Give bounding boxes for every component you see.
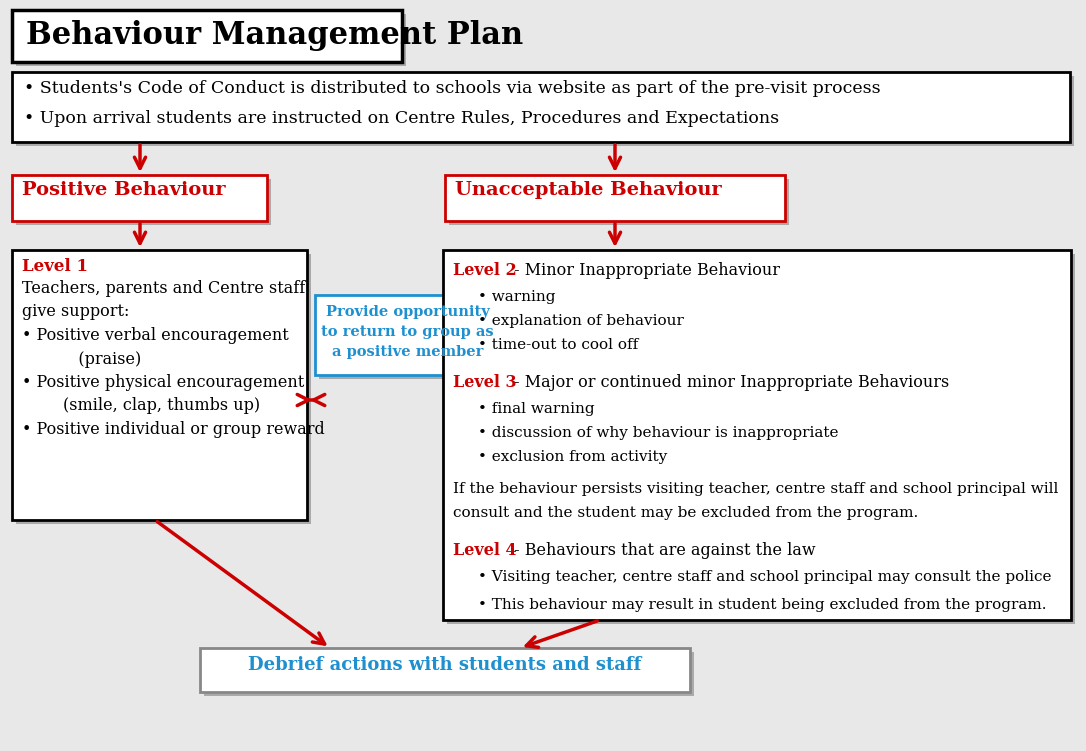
FancyBboxPatch shape xyxy=(16,76,1074,146)
FancyBboxPatch shape xyxy=(12,10,402,62)
FancyBboxPatch shape xyxy=(445,175,785,221)
Text: to return to group as: to return to group as xyxy=(321,325,494,339)
Text: Level 2: Level 2 xyxy=(453,262,517,279)
Text: • Upon arrival students are instructed on Centre Rules, Procedures and Expectati: • Upon arrival students are instructed o… xyxy=(24,110,779,127)
Text: - Minor Inappropriate Behaviour: - Minor Inappropriate Behaviour xyxy=(509,262,780,279)
Text: • explanation of behaviour: • explanation of behaviour xyxy=(478,314,684,328)
FancyBboxPatch shape xyxy=(204,652,694,696)
FancyBboxPatch shape xyxy=(12,175,267,221)
Text: Level 4: Level 4 xyxy=(453,542,517,559)
Text: • final warning: • final warning xyxy=(478,402,595,416)
Text: Level 3: Level 3 xyxy=(453,374,517,391)
FancyBboxPatch shape xyxy=(16,14,406,66)
Text: Behaviour Management Plan: Behaviour Management Plan xyxy=(26,20,523,51)
FancyBboxPatch shape xyxy=(447,254,1075,624)
Text: Positive Behaviour: Positive Behaviour xyxy=(22,181,226,199)
FancyBboxPatch shape xyxy=(16,254,311,524)
Text: - Major or continued minor Inappropriate Behaviours: - Major or continued minor Inappropriate… xyxy=(509,374,949,391)
Text: - Behaviours that are against the law: - Behaviours that are against the law xyxy=(509,542,816,559)
Text: consult and the student may be excluded from the program.: consult and the student may be excluded … xyxy=(453,506,919,520)
Text: Level 1: Level 1 xyxy=(22,258,88,275)
Text: • warning: • warning xyxy=(478,290,556,304)
FancyBboxPatch shape xyxy=(12,72,1070,142)
Text: Unacceptable Behaviour: Unacceptable Behaviour xyxy=(455,181,722,199)
Text: Teachers, parents and Centre staff
give support:
• Positive verbal encouragement: Teachers, parents and Centre staff give … xyxy=(22,280,325,438)
Text: • exclusion from activity: • exclusion from activity xyxy=(478,450,667,464)
Text: • Students's Code of Conduct is distributed to schools via website as part of th: • Students's Code of Conduct is distribu… xyxy=(24,80,881,97)
FancyBboxPatch shape xyxy=(315,295,500,375)
Text: • discussion of why behaviour is inappropriate: • discussion of why behaviour is inappro… xyxy=(478,426,838,440)
Text: Provide opportunity: Provide opportunity xyxy=(326,305,490,319)
Text: • time-out to cool off: • time-out to cool off xyxy=(478,338,639,352)
FancyBboxPatch shape xyxy=(200,648,690,692)
Text: • Visiting teacher, centre staff and school principal may consult the police: • Visiting teacher, centre staff and sch… xyxy=(478,570,1051,584)
Text: a positive member: a positive member xyxy=(332,345,483,359)
FancyBboxPatch shape xyxy=(16,179,272,225)
FancyBboxPatch shape xyxy=(449,179,790,225)
FancyBboxPatch shape xyxy=(443,250,1071,620)
Text: Debrief actions with students and staff: Debrief actions with students and staff xyxy=(249,656,642,674)
Text: If the behaviour persists visiting teacher, centre staff and school principal wi: If the behaviour persists visiting teach… xyxy=(453,482,1059,496)
Text: • This behaviour may result in student being excluded from the program.: • This behaviour may result in student b… xyxy=(478,598,1047,612)
FancyBboxPatch shape xyxy=(12,250,307,520)
FancyBboxPatch shape xyxy=(319,299,504,379)
